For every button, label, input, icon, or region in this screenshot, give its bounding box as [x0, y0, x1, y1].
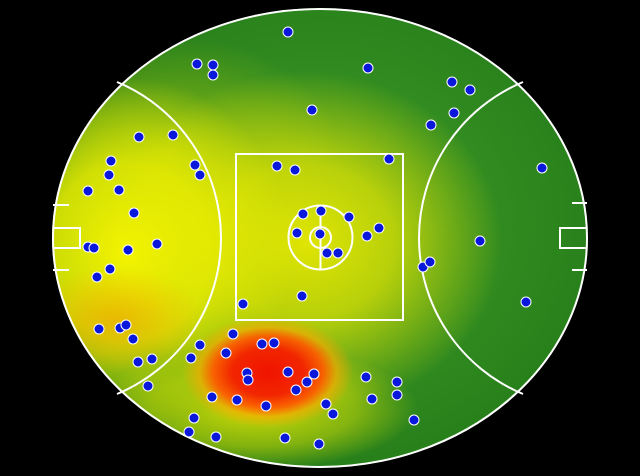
event-point [91, 271, 103, 283]
event-point [361, 230, 373, 242]
event-point [260, 400, 272, 412]
event-point [105, 155, 117, 167]
event-point [306, 104, 318, 116]
event-point [366, 393, 378, 405]
event-point [93, 323, 105, 335]
event-point [151, 238, 163, 250]
event-point [237, 298, 249, 310]
event-point [332, 247, 344, 259]
event-point [536, 162, 548, 174]
event-point [194, 339, 206, 351]
event-point [362, 62, 374, 74]
event-point [289, 164, 301, 176]
event-point [103, 169, 115, 181]
event-point [373, 222, 385, 234]
event-point [88, 242, 100, 254]
event-point [474, 235, 486, 247]
event-point [282, 26, 294, 38]
event-point [425, 119, 437, 131]
event-point [82, 185, 94, 197]
event-point [296, 290, 308, 302]
event-point [343, 211, 355, 223]
event-point [242, 374, 254, 386]
event-point [360, 371, 372, 383]
event-point [314, 228, 326, 240]
event-point [142, 380, 154, 392]
event-point [188, 412, 200, 424]
event-point [327, 408, 339, 420]
event-point [315, 205, 327, 217]
event-point [113, 184, 125, 196]
event-point [279, 432, 291, 444]
event-point [122, 244, 134, 256]
event-point [448, 107, 460, 119]
event-point [194, 169, 206, 181]
event-point [424, 256, 436, 268]
event-point [210, 431, 222, 443]
event-point [104, 263, 116, 275]
event-point [520, 296, 532, 308]
event-point [146, 353, 158, 365]
event-point [408, 414, 420, 426]
event-point [308, 368, 320, 380]
event-point [271, 160, 283, 172]
event-point [132, 356, 144, 368]
event-point [120, 319, 132, 331]
event-point [391, 389, 403, 401]
event-point [391, 376, 403, 388]
event-point [446, 76, 458, 88]
event-point [133, 131, 145, 143]
event-point [128, 207, 140, 219]
event-point [189, 159, 201, 171]
event-point [206, 391, 218, 403]
event-point [268, 337, 280, 349]
event-point [297, 208, 309, 220]
event-point [231, 394, 243, 406]
event-point [321, 247, 333, 259]
event-point [282, 366, 294, 378]
event-point [313, 438, 325, 450]
event-point [464, 84, 476, 96]
event-point [291, 227, 303, 239]
event-point [290, 384, 302, 396]
event-point [301, 376, 313, 388]
event-point [167, 129, 179, 141]
event-point [183, 426, 195, 438]
event-point [127, 333, 139, 345]
event-point [383, 153, 395, 165]
event-point [320, 398, 332, 410]
event-point [207, 69, 219, 81]
event-point [256, 338, 268, 350]
event-point [220, 347, 232, 359]
event-point [185, 352, 197, 364]
event-point [191, 58, 203, 70]
event-point [227, 328, 239, 340]
